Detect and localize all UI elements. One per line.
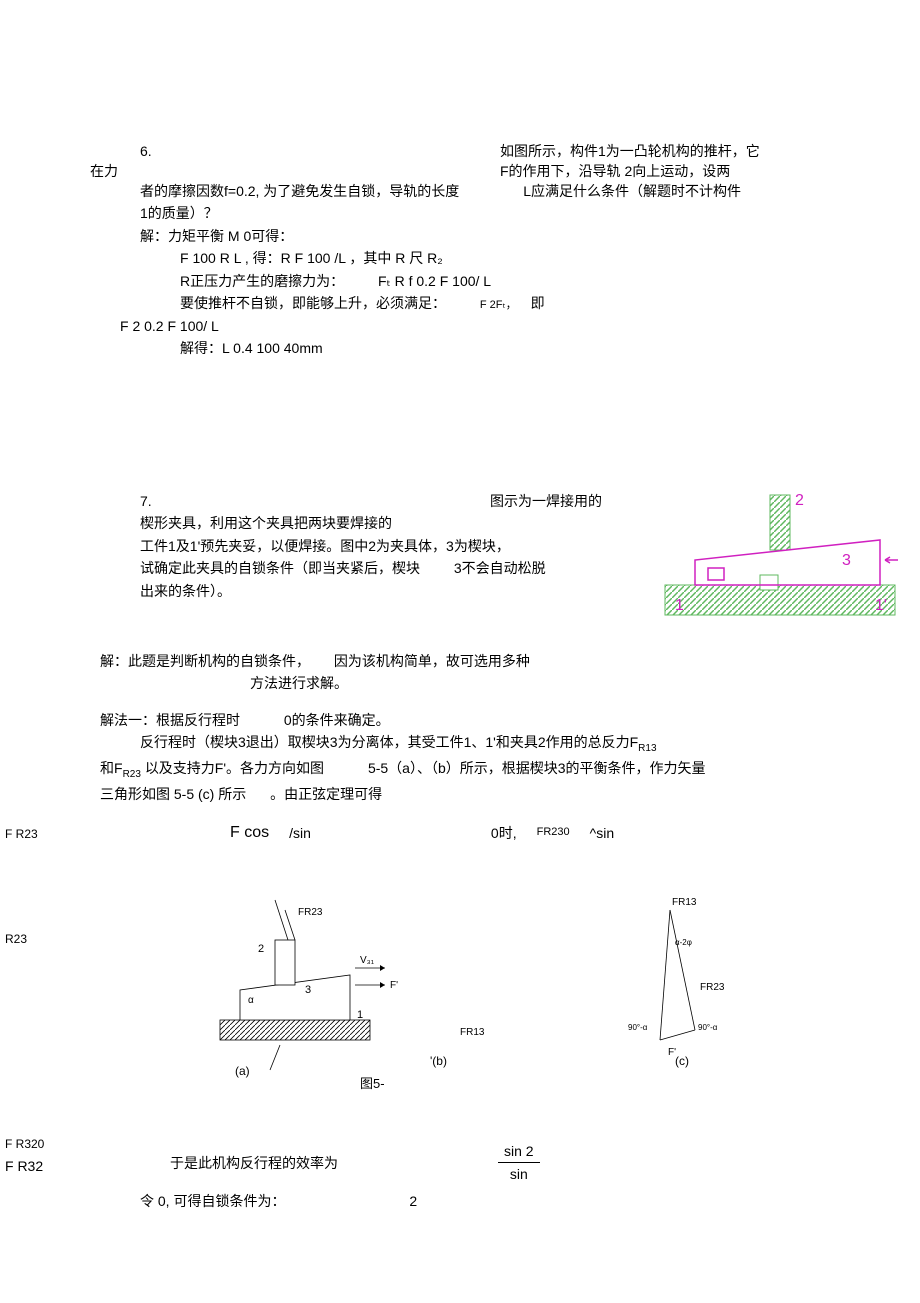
- q6-sol4a: 要使推杆不自锁，即能够上升，必须满足：: [180, 295, 446, 311]
- margin-fr23-2: R23: [5, 930, 27, 949]
- fa-v31: V₃₁: [360, 955, 375, 966]
- frac-top: sin 2: [498, 1140, 540, 1163]
- q7-sol2b: 0的条件来确定。: [284, 712, 390, 728]
- diag-label-2: 2: [795, 492, 804, 509]
- fig-b-label: '(b): [430, 1054, 447, 1068]
- q7-sol4b: 以及支持力F'。各力方向如图: [145, 760, 324, 776]
- q6-sol3a: R正压力产生的磨擦力为：: [180, 273, 344, 289]
- page: 6. 如图所示，构件1为一凸轮机构的推杆，它 在力 F的作用下，沿导轨 2向上运…: [0, 0, 920, 200]
- q7-line3b: 3不会自动松脱: [454, 560, 546, 576]
- q6-friction-line: 者的摩擦因数f=0.2, 为了避免发生自锁，导轨的长度 L应满足什么条件（解题时…: [140, 180, 880, 202]
- q6-sol2: F 100 R L , 得：R F 100 /L ，其中 R 尺 R₂: [180, 247, 880, 269]
- q6-body: 者的摩擦因数f=0.2, 为了避免发生自锁，导轨的长度 L应满足什么条件（解题时…: [140, 180, 880, 359]
- svg-text:α-2φ: α-2φ: [675, 938, 692, 947]
- fa-n1: 1: [357, 1009, 363, 1021]
- q6-sol5: F 2 0.2 F 100/ L: [120, 315, 880, 337]
- q7-sol5: 三角形如图 5-5 (c) 所示 。由正弦定理可得: [100, 783, 880, 805]
- final-b: 2: [409, 1193, 417, 1209]
- q6-sol6: 解得：L 0.4 100 40mm: [180, 337, 880, 359]
- diag-label-3: 3: [842, 552, 851, 569]
- q6-friction-b: L应满足什么条件（解题时不计构件: [523, 183, 741, 199]
- fa-alpha: α: [248, 995, 254, 1006]
- q6-sol3b: Fₜ R f 0.2 F 100/ L: [378, 273, 491, 289]
- fig-c-label: (c): [675, 1054, 689, 1068]
- f1-e: ^sin: [590, 822, 614, 844]
- wedge-diagram-svg: 2 3 1 1': [660, 490, 900, 630]
- margin-fr320: F R320: [5, 1135, 44, 1154]
- f1-d: FR230: [537, 824, 570, 842]
- fc-90b: 90°-α: [698, 1023, 718, 1032]
- q7-line3a: 试确定此夹具的自锁条件（即当夹紧后，楔块: [140, 560, 420, 576]
- q6-mass-line: 1的质量）？: [140, 202, 880, 224]
- margin-fr23-1: F R23: [5, 825, 38, 844]
- q6-sol4b: F 2Fₜ，: [480, 299, 517, 311]
- q7-line1: 楔形夹具，利用这个夹具把两块要焊接的: [140, 512, 650, 534]
- q6-sol4c: 即: [531, 295, 545, 311]
- q7-sol4c: 5-5（a）、（b）所示，根据楔块3的平衡条件，作力矢量: [368, 760, 706, 776]
- final-line: 令 0, 可得自锁条件为： 2: [140, 1190, 417, 1212]
- eff-frac: sin 2 sin: [498, 1140, 540, 1186]
- q7-sol5a: 三角形如图 5-5 (c) 所示: [100, 786, 246, 802]
- figure-svg: FR23 2 3 1 V₃₁ F' α FR13 FR23 F' 90°-α 9…: [140, 890, 880, 1090]
- eff-a: 于是此机构反行程的效率为: [170, 1152, 338, 1174]
- fc-fr23: FR23: [700, 982, 725, 993]
- fa-fprime: F': [390, 980, 398, 991]
- q7-line2: 工件1及1'预先夹妥，以便焊接。图中2为夹具体，3为楔块，: [140, 535, 650, 557]
- efficiency-line: 于是此机构反行程的效率为 sin 2 sin: [170, 1140, 544, 1186]
- frac-bot: sin: [498, 1163, 540, 1185]
- q6-intro-left2: 在力: [90, 160, 118, 182]
- fa-n2: 2: [258, 943, 264, 955]
- q7-sol2: 解法一：根据反行程时 0的条件来确定。: [100, 709, 880, 731]
- q7-sol3a: 反行程时（楔块3退出）取楔块3为分离体，其受工件1、1'和夹具2作用的总反力F: [140, 734, 638, 750]
- q7-sol4a: 和F: [100, 760, 123, 776]
- f1-b: /sin: [289, 822, 311, 844]
- fc-fr13: FR13: [672, 897, 697, 908]
- q7-number: 7.: [140, 493, 152, 509]
- q7-line4: 出来的条件）。: [140, 580, 650, 602]
- q7-sol2a: 解法一：根据反行程时: [100, 712, 240, 728]
- q7-sol1: 解：此题是判断机构的自锁条件， 因为该机构简单，故可选用多种: [100, 650, 880, 672]
- q7-diagram: 2 3 1 1': [660, 490, 900, 630]
- q7-sol3: 反行程时（楔块3退出）取楔块3为分离体，其受工件1、1'和夹具2作用的总反力FR…: [140, 731, 880, 757]
- f1-a: F cos: [230, 820, 269, 846]
- f1-c: 0时,: [491, 822, 517, 844]
- q6-sol3: R正压力产生的磨擦力为： Fₜ R f 0.2 F 100/ L: [180, 270, 880, 292]
- q6-sol1: 解：力矩平衡 M 0可得：: [140, 225, 880, 247]
- q7-sol1b: 因为该机构简单，故可选用多种: [334, 653, 530, 669]
- fig-caption: 图5-: [360, 1076, 385, 1090]
- q7-intro-right: 图示为一焊接用的: [490, 490, 602, 512]
- q7-sol4sub1: R23: [123, 769, 141, 780]
- final-a: 令 0, 可得自锁条件为：: [140, 1193, 285, 1209]
- q7-sol3-sub: R13: [638, 743, 656, 754]
- q7-line3: 试确定此夹具的自锁条件（即当夹紧后，楔块 3不会自动松脱: [140, 557, 650, 579]
- diag-label-1: 1: [675, 597, 684, 614]
- fig-a-label: (a): [235, 1064, 250, 1078]
- q7-sol5b: 。由正弦定理可得: [270, 786, 382, 802]
- q7-sol4: 和FR23 以及支持力F'。各力方向如图 5-5（a）、（b）所示，根据楔块3的…: [100, 757, 880, 783]
- q7-solution: 解：此题是判断机构的自锁条件， 因为该机构简单，故可选用多种 方法进行求解。 解…: [100, 650, 880, 805]
- fc-90a: 90°-α: [628, 1023, 648, 1032]
- formula-row-1: F cos /sin 0时, FR230 ^sin: [230, 820, 850, 846]
- fa-n3: 3: [305, 984, 311, 996]
- margin-fr32: F R32: [5, 1155, 43, 1177]
- q6-number: 6.: [140, 140, 152, 162]
- mid-fr13: FR13: [460, 1027, 485, 1038]
- q6-sol4: 要使推杆不自锁，即能够上升，必须满足： F 2Fₜ， 即: [180, 292, 880, 315]
- q7-sol1c: 方法进行求解。: [250, 672, 880, 694]
- diag-label-1p: 1': [875, 597, 887, 614]
- fa-fr23: FR23: [298, 907, 323, 918]
- q6-friction-a: 者的摩擦因数f=0.2, 为了避免发生自锁，导轨的长度: [140, 183, 459, 199]
- figure-5-5: FR23 2 3 1 V₃₁ F' α FR13 FR23 F' 90°-α 9…: [140, 890, 880, 1110]
- q7-sol1a: 解：此题是判断机构的自锁条件，: [100, 653, 310, 669]
